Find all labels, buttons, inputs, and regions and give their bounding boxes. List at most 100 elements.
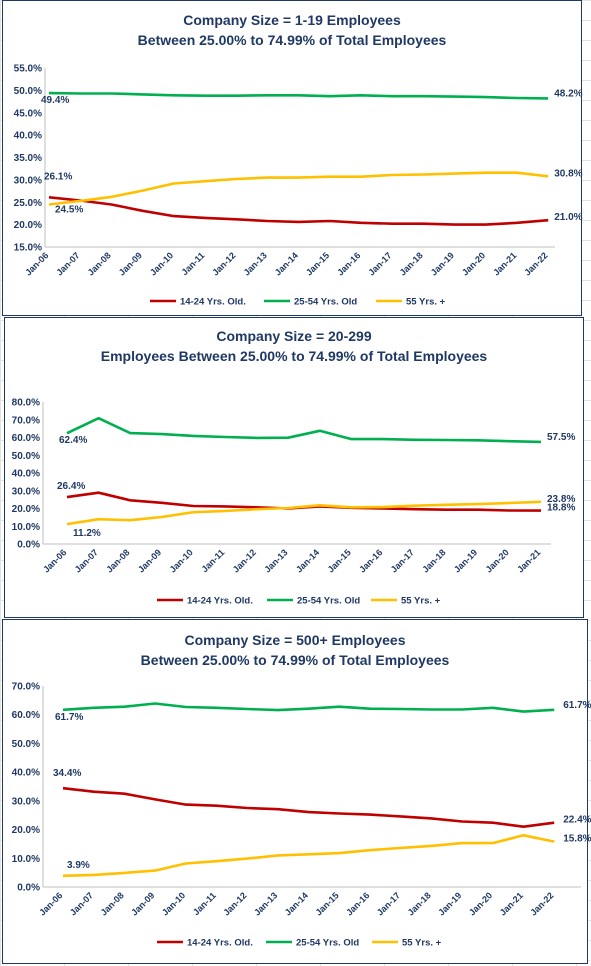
data-label: 62.4%: [59, 435, 87, 446]
x-tick-label: Jan-20: [484, 547, 511, 574]
chart-title-block: Company Size = 1-19 Employees Between 25…: [3, 10, 581, 50]
y-tick-label: 40.0%: [12, 768, 40, 779]
chart-subtitle: Employees Between 25.00% to 74.99% of To…: [100, 348, 488, 364]
x-tick-label: Jan-06: [37, 890, 64, 917]
x-tick-label: Jan-13: [262, 547, 289, 574]
chart-panel-1-19: Company Size = 1-19 Employees Between 25…: [2, 0, 583, 316]
x-tick-label: Jan-15: [313, 890, 340, 917]
x-tick-label: Jan-11: [180, 250, 207, 277]
x-tick-label: Jan-14: [273, 250, 300, 277]
series-line-1: [62, 786, 555, 828]
y-tick-label: 25.0%: [14, 198, 42, 209]
series-line-2: [66, 416, 542, 444]
legend-label: 25-54 Yrs. Old: [297, 596, 360, 607]
data-label: 26.1%: [44, 171, 72, 182]
x-tick-label: Jan-13: [242, 250, 269, 277]
data-label: 61.7%: [55, 712, 83, 723]
y-tick-label: 55.0%: [14, 64, 42, 75]
x-tick-label: Jan-17: [375, 890, 402, 917]
y-tick-label: 15.0%: [14, 243, 42, 254]
x-tick-label: Jan-18: [406, 890, 433, 917]
y-tick-label: 10.0%: [12, 522, 40, 533]
x-tick-label: Jan-09: [136, 547, 163, 574]
x-tick-label: Jan-07: [73, 547, 100, 574]
data-label: 21.0%: [554, 212, 582, 223]
y-tick-label: 20.0%: [12, 825, 40, 836]
y-tick-label: 45.0%: [14, 108, 42, 119]
y-tick-label: 0.0%: [17, 883, 40, 894]
y-tick-label: 60.0%: [12, 433, 40, 444]
y-tick-label: 80.0%: [12, 398, 40, 409]
x-tick-label: Jan-16: [344, 890, 371, 917]
x-tick-label: Jan-10: [148, 250, 175, 277]
y-tick-label: 50.0%: [12, 451, 40, 462]
x-tick-label: Jan-10: [168, 547, 195, 574]
x-tick-label: Jan-21: [491, 250, 518, 277]
line-chart-svg: 15.0% 20.0% 25.0% 30.0% 35.0% 40.0% 45.0% 50.0%…: [14, 64, 583, 308]
data-label: 26.4%: [57, 481, 85, 492]
x-tick-label: Jan-07: [54, 250, 81, 277]
series-line-3: [66, 500, 542, 526]
x-tick-label: Jan-15: [304, 250, 331, 277]
data-label: 24.5%: [55, 204, 83, 215]
data-label: 49.4%: [41, 95, 69, 106]
x-tick-label: Jan-09: [129, 890, 156, 917]
series-line-2: [48, 91, 549, 100]
chart-subtitle: Between 25.00% to 74.99% of Total Employ…: [140, 652, 450, 668]
data-label: 15.8%: [563, 834, 591, 845]
data-label: 11.2%: [73, 528, 101, 539]
y-tick-label: 20.0%: [12, 504, 40, 515]
data-label: 34.4%: [53, 768, 81, 779]
x-tick-label: Jan-06: [23, 250, 50, 277]
data-label: 3.9%: [67, 860, 90, 871]
data-label: 22.4%: [563, 815, 591, 826]
x-tick-label: Jan-11: [200, 547, 227, 574]
x-tick-label: Jan-18: [398, 250, 425, 277]
y-tick-label: 10.0%: [12, 854, 40, 865]
x-tick-label: Jan-09: [117, 250, 144, 277]
chart-panel-20-299: Company Size = 20-299 Employees Between …: [4, 317, 584, 618]
x-tick-label: Jan-12: [221, 890, 248, 917]
legend-label: 14-24 Yrs. Old.: [187, 596, 253, 607]
series-line-3: [48, 171, 549, 206]
chart-title: Company Size = 20-299: [216, 328, 372, 344]
x-tick-label: Jan-22: [528, 890, 555, 917]
x-tick-label: Jan-07: [68, 890, 95, 917]
data-label: 18.8%: [547, 503, 575, 514]
x-tick-label: Jan-18: [420, 547, 447, 574]
y-tick-label: 70.0%: [12, 682, 40, 693]
chart-panel-500-plus: Company Size = 500+ Employees Between 25…: [2, 619, 591, 964]
x-tick-label: Jan-14: [294, 547, 321, 574]
chart-title-block: Company Size = 20-299 Employees Between …: [5, 326, 583, 366]
x-tick-label: Jan-08: [99, 890, 126, 917]
legend-label: 25-54 Yrs. Old: [294, 297, 357, 308]
x-tick-label: Jan-19: [436, 890, 463, 917]
x-tick-label: Jan-14: [283, 890, 310, 917]
x-tick-label: Jan-11: [191, 890, 218, 917]
x-tick-label: Jan-16: [335, 250, 362, 277]
x-tick-label: Jan-20: [460, 250, 487, 277]
y-tick-label: 40.0%: [12, 469, 40, 480]
series-line-1: [48, 196, 549, 226]
x-tick-label: Jan-20: [467, 890, 494, 917]
x-tick-label: Jan-21: [498, 890, 525, 917]
data-label: 57.5%: [547, 432, 575, 443]
y-tick-label: 50.0%: [12, 739, 40, 750]
series-line-2: [62, 702, 555, 713]
legend-label: 55 Yrs. +: [402, 938, 442, 949]
legend-label: 55 Yrs. +: [401, 596, 441, 607]
legend-label: 55 Yrs. +: [406, 297, 446, 308]
y-tick-label: 30.0%: [12, 486, 40, 497]
line-chart-svg: 0.0% 10.0% 20.0% 30.0% 40.0% 50.0% 60.0% 70.0% J…: [12, 682, 591, 949]
line-chart-svg: 0.0% 10.0% 20.0% 30.0% 40.0% 50.0% 60.0% 70.0% 8…: [12, 398, 576, 607]
x-tick-label: Jan-12: [210, 250, 237, 277]
data-label: 30.8%: [554, 168, 582, 179]
chart-title: Company Size = 500+ Employees: [184, 632, 406, 648]
data-label: 23.8%: [547, 494, 575, 505]
x-tick-label: Jan-08: [104, 547, 131, 574]
x-tick-label: Jan-08: [86, 250, 113, 277]
x-tick-label: Jan-19: [452, 547, 479, 574]
y-tick-label: 30.0%: [12, 796, 40, 807]
y-tick-label: 20.0%: [14, 220, 42, 231]
chart-title: Company Size = 1-19 Employees: [183, 12, 401, 28]
